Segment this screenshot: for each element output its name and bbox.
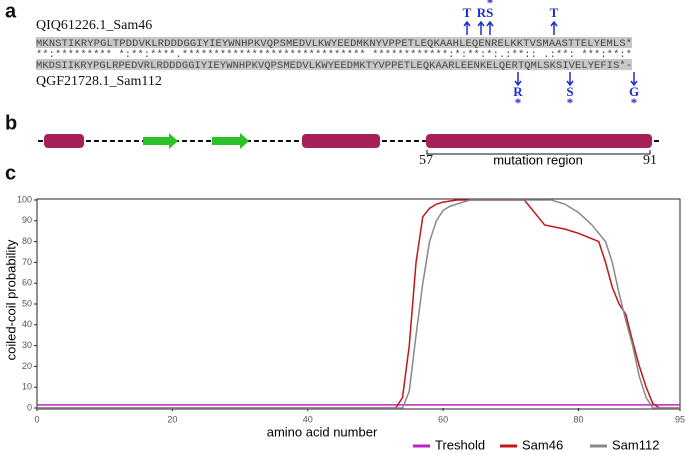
arrow (514, 72, 522, 87)
y-tick-label: 90 (22, 215, 32, 225)
seq-label: QIQ61226.1_Sam46 (36, 18, 152, 33)
y-tick-label: 20 (22, 361, 32, 371)
panel-label: b (5, 112, 17, 134)
arrow (566, 72, 574, 87)
y-tick-label: 0 (27, 402, 32, 412)
sequence: MKDSIIKRYPGLRPEDVRLRDDDGGIYIEYWNHPKVQPSM… (36, 60, 632, 72)
conservation: **:********* *:**:****.*****************… (36, 49, 632, 61)
y-tick-label: 100 (17, 194, 32, 204)
y-tick-label: 70 (22, 257, 32, 267)
arrow (477, 20, 485, 35)
y-tick-label: 50 (22, 298, 32, 308)
region-end: 91 (643, 153, 657, 168)
arrow (463, 20, 471, 35)
structure-cartoon (38, 133, 662, 155)
x-tick-label: 80 (573, 414, 583, 424)
mutation-star: * (487, 0, 494, 10)
mutation: T (463, 5, 472, 20)
y-tick-label: 10 (22, 382, 32, 392)
mutation: RS (477, 5, 494, 20)
arrow (630, 72, 638, 87)
seq-label: QGF21728.1_Sam112 (36, 74, 162, 89)
legend-label: Sam46 (522, 437, 563, 452)
seq-highlight (36, 37, 632, 48)
y-tick-label: 60 (22, 278, 32, 288)
arrow (486, 20, 494, 35)
mutation-star: * (515, 95, 522, 110)
y-axis-label: coiled-coil probability (3, 239, 18, 360)
legend-label: Sam112 (612, 437, 659, 452)
y-tick-label: 40 (22, 319, 32, 329)
y-tick-label: 80 (22, 236, 32, 246)
seq-highlight (36, 59, 632, 70)
arrow (550, 20, 558, 35)
series-line (37, 199, 680, 409)
mutation: T (550, 5, 559, 20)
y-tick-label: 30 (22, 340, 32, 350)
plot-frame (36, 198, 681, 410)
x-tick-label: 95 (675, 414, 685, 424)
mutation-star: * (631, 95, 638, 110)
mutation-star: * (567, 95, 574, 110)
panel-label: c (5, 162, 16, 184)
region-label: mutation region (493, 152, 583, 167)
region-start: 57 (419, 153, 433, 168)
x-tick-label: 0 (34, 414, 39, 424)
sequence: MKNSTIKRYPGLTPDDVKLRDDDGGIYIEYWNHPKVQPSM… (36, 38, 632, 50)
x-tick-label: 40 (303, 414, 313, 424)
x-axis-label: amino acid number (267, 424, 378, 439)
mutation: G (629, 84, 639, 99)
x-tick-label: 20 (167, 414, 177, 424)
series-line (37, 199, 680, 409)
legend-label: Treshold (435, 437, 485, 452)
panel-label: a (5, 0, 17, 22)
mutation: S (566, 84, 573, 99)
mutation: R (513, 84, 523, 99)
x-tick-label: 60 (438, 414, 448, 424)
